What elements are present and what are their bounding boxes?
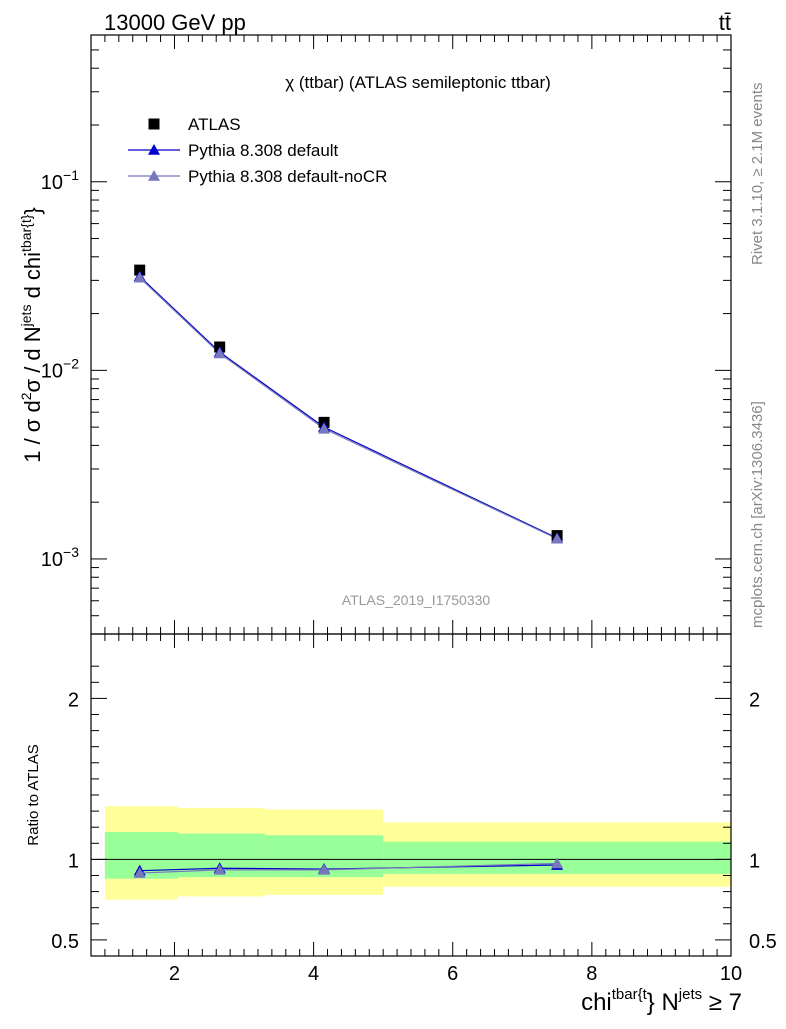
ratio-y-tick-label-left: 0.5 (51, 931, 79, 953)
ratio-y-tick-label-left: 2 (68, 689, 79, 711)
ratio-point-1 (213, 863, 226, 875)
ratio-point-1 (133, 867, 146, 878)
main-frame (90, 34, 732, 635)
ratio-point-1 (318, 863, 331, 875)
rivet-label: Rivet 3.1.10, ≥ 2.1M events (749, 83, 766, 266)
legend-marker-atlas (148, 118, 160, 130)
data-point-nocr (318, 422, 331, 434)
series-line-2 (139, 277, 558, 540)
y-tick-label: 10−1 (41, 167, 79, 194)
data-point-nocr (213, 347, 226, 359)
x-tick-label: 10 (720, 963, 742, 985)
ratio-line-1 (139, 862, 558, 874)
process-label: tt̄ (719, 10, 731, 35)
legend-label: ATLAS (188, 115, 241, 134)
legend: ATLAS Pythia 8.308 default Pythia 8.308 de… (128, 115, 387, 186)
ratio-plot: 2 4 6 8 10 0.5 0.5 1 1 2 2 (51, 633, 777, 985)
mcplots-label: mcplots.cern.ch [arXiv:1306.3436] (749, 401, 766, 628)
ratio-y-tick-label-left: 1 (68, 850, 79, 872)
x-tick-label: 8 (586, 963, 597, 985)
legend-marker (148, 170, 160, 181)
ratio-y-tick-label-right: 1 (749, 850, 760, 872)
data-point-nocr (551, 532, 564, 544)
chart-title: χ (ttbar) (ATLAS semileptonic ttbar) (285, 73, 551, 92)
legend-label: Pythia 8.308 default-noCR (188, 167, 387, 186)
x-tick-label: 4 (308, 963, 319, 985)
ratio-frame (90, 633, 732, 957)
main-plot: 10−1 10−2 10−3 (41, 34, 732, 635)
legend-marker (148, 144, 160, 155)
energy-label: 13000 GeV pp (104, 10, 246, 35)
ratio-y-tick-label-right: 0.5 (749, 931, 777, 953)
y-tick-label: 10−3 (41, 544, 79, 571)
y-tick-label: 10−2 (41, 355, 79, 382)
data-point-atlas (134, 264, 146, 276)
x-tick-label: 2 (169, 963, 180, 985)
ratio-y-tick-label-right: 2 (749, 689, 760, 711)
watermark: ATLAS_2019_I1750330 (342, 592, 491, 608)
main-y-axis-label: 1 / σ d2σ / d Njets d chitbar{t}} (18, 207, 45, 463)
series-line-1 (139, 275, 558, 539)
x-axis-label: chitbar{t} Njets ≥ 7 (581, 986, 742, 1016)
ratio-point-1 (551, 857, 564, 869)
legend-label: Pythia 8.308 default (188, 141, 339, 160)
ratio-y-axis-label: Ratio to ATLAS (25, 744, 42, 845)
x-tick-label: 6 (447, 963, 458, 985)
data-point-nocr (133, 271, 146, 283)
